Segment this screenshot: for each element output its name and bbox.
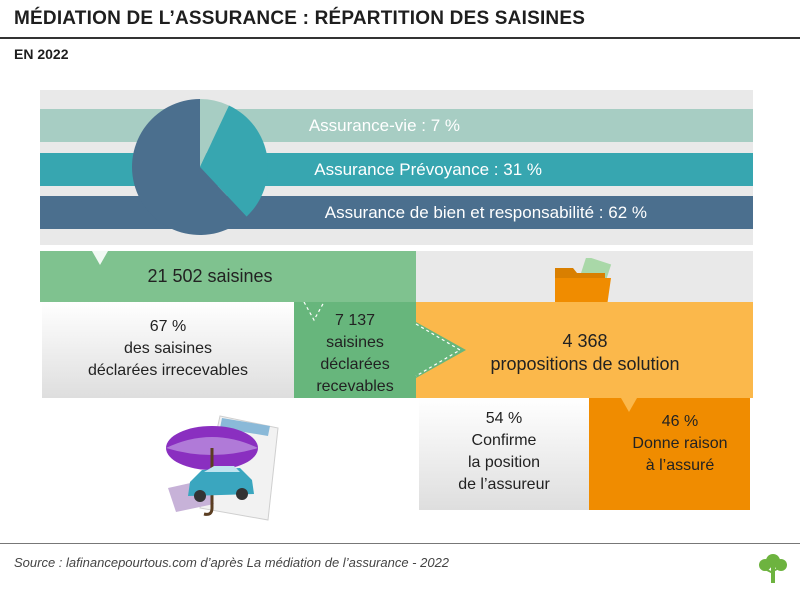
footer-divider <box>0 543 800 544</box>
recevables-line3: déclarées <box>320 356 390 373</box>
label-assurance-bien: Assurance de bien et responsabilité : 62… <box>324 203 647 222</box>
raison-percent: 46 % <box>661 413 699 430</box>
arrow-down-icon <box>92 251 108 265</box>
pie-chart <box>131 99 268 235</box>
raison-box <box>589 398 750 510</box>
confirme-line3: la position <box>467 454 541 471</box>
raison-text: 46 % Donne raison à l’assuré <box>615 411 745 477</box>
recevables-text: 7 137 saisines déclarées recevables <box>296 310 414 398</box>
raison-line2: Donne raison <box>632 435 728 452</box>
arrow-down-icon <box>621 398 637 412</box>
irrecevables-line3: déclarées irrecevables <box>87 362 249 379</box>
propositions-count: 4 368 <box>562 331 608 351</box>
umbrella-car-icon <box>166 415 279 521</box>
propositions-text: 4 368 propositions de solution <box>460 330 710 376</box>
total-saisines: 21 502 saisines <box>147 266 273 286</box>
folder-icon <box>555 258 612 306</box>
label-assurance-vie: Assurance-vie : 7 % <box>308 116 460 135</box>
propositions-label: propositions de solution <box>490 354 680 374</box>
propositions-box <box>416 302 753 398</box>
label-assurance-prevoyance: Assurance Prévoyance : 31 % <box>314 160 542 179</box>
pie-slice-assurance-vie <box>200 99 229 167</box>
title-divider <box>0 37 800 39</box>
irrecevables-line2: des saisines <box>123 340 213 357</box>
tree-logo-icon <box>759 554 787 583</box>
recevables-line4: recevables <box>316 378 394 395</box>
page-title: MÉDIATION DE L’ASSURANCE : RÉPARTITION D… <box>14 8 586 29</box>
confirme-box <box>419 398 589 510</box>
page-subtitle: EN 2022 <box>14 46 69 62</box>
confirme-text: 54 % Confirme la position de l’assureur <box>419 408 589 496</box>
source-note: Source : lafinancepourtous.com d’après L… <box>14 555 450 570</box>
confirme-percent: 54 % <box>485 410 523 427</box>
irrecevables-box <box>42 302 294 398</box>
irrecevables-percent: 67 % <box>149 318 187 335</box>
pie-slice-assurance-bien <box>131 99 247 235</box>
recevables-line2: saisines <box>326 334 384 351</box>
raison-line3: à l’assuré <box>645 457 715 474</box>
recevables-count: 7 137 <box>334 312 376 329</box>
recevables-box <box>294 302 466 398</box>
confirme-line2: Confirme <box>471 432 537 449</box>
irrecevables-text: 67 % des saisines déclarées irrecevables <box>42 316 294 382</box>
pie-slice-assurance-prevoyance <box>200 105 268 217</box>
confirme-line4: de l’assureur <box>458 476 550 493</box>
